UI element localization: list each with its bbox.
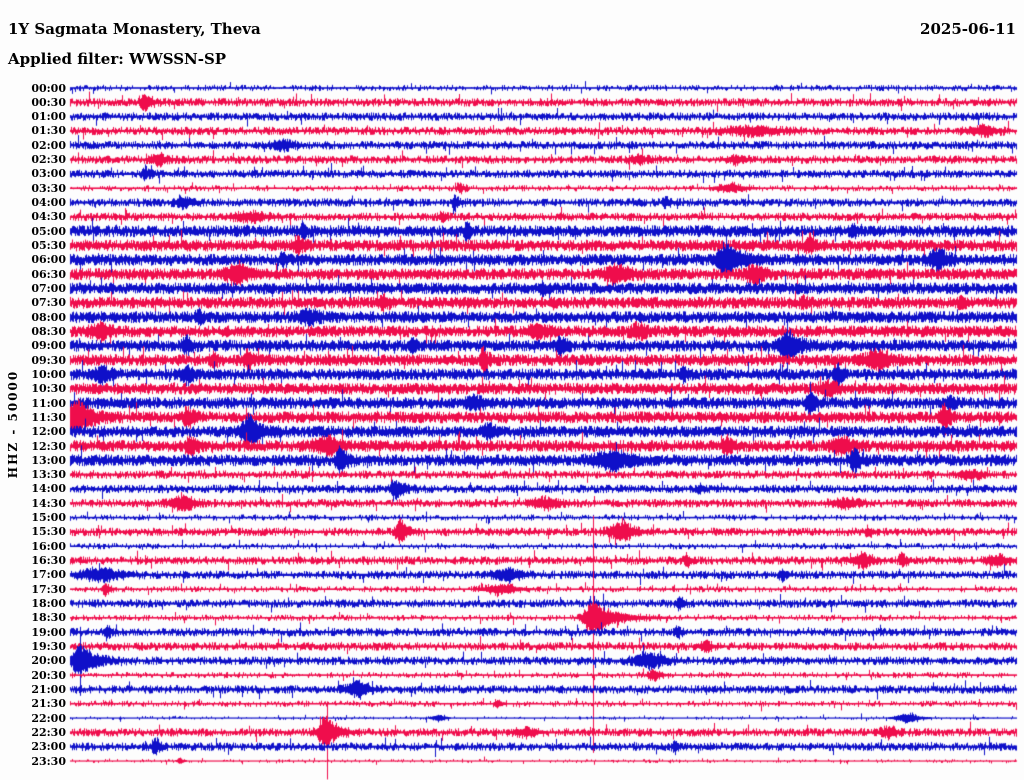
time-label: 07:00 xyxy=(31,281,66,295)
time-label: 07:30 xyxy=(31,296,66,310)
time-label: 00:30 xyxy=(31,95,66,109)
time-label: 01:30 xyxy=(31,124,66,138)
time-label: 12:00 xyxy=(31,425,66,439)
time-label: 21:30 xyxy=(31,697,66,711)
time-label: 19:00 xyxy=(31,625,66,639)
time-label: 13:00 xyxy=(31,453,66,467)
time-label: 22:30 xyxy=(31,725,66,739)
time-label: 10:00 xyxy=(31,367,66,381)
time-label: 05:00 xyxy=(31,224,66,238)
time-label: 22:00 xyxy=(31,711,66,725)
time-label: 16:30 xyxy=(31,554,66,568)
time-label: 23:00 xyxy=(31,740,66,754)
time-label: 17:00 xyxy=(31,568,66,582)
time-label: 09:00 xyxy=(31,339,66,353)
time-label: 19:30 xyxy=(31,639,66,653)
time-label: 13:30 xyxy=(31,468,66,482)
time-label: 23:30 xyxy=(31,754,66,768)
time-label: 09:30 xyxy=(31,353,66,367)
time-label: 15:30 xyxy=(31,525,66,539)
time-label: 14:30 xyxy=(31,496,66,510)
time-label: 18:30 xyxy=(31,611,66,625)
station-title: 1Y Sagmata Monastery, Theva xyxy=(8,20,261,38)
time-label: 12:30 xyxy=(31,439,66,453)
time-label: 17:30 xyxy=(31,582,66,596)
time-label: 16:00 xyxy=(31,539,66,553)
time-label: 05:30 xyxy=(31,239,66,253)
time-label: 11:00 xyxy=(31,396,66,410)
time-label: 21:00 xyxy=(31,682,66,696)
time-label: 20:00 xyxy=(31,654,66,668)
time-label: 08:00 xyxy=(31,310,66,324)
time-label: 06:00 xyxy=(31,253,66,267)
time-label: 08:30 xyxy=(31,324,66,338)
time-label: 06:30 xyxy=(31,267,66,281)
time-label: 04:00 xyxy=(31,196,66,210)
filter-label: Applied filter: WWSSN-SP xyxy=(8,50,227,68)
time-label: 15:00 xyxy=(31,511,66,525)
date-label: 2025-06-11 xyxy=(920,20,1016,38)
time-label: 02:00 xyxy=(31,138,66,152)
time-label: 04:30 xyxy=(31,210,66,224)
time-label: 14:00 xyxy=(31,482,66,496)
time-label: 03:00 xyxy=(31,167,66,181)
time-label: 02:30 xyxy=(31,153,66,167)
time-label: 18:00 xyxy=(31,597,66,611)
time-label: 00:00 xyxy=(31,81,66,95)
time-label: 03:30 xyxy=(31,181,66,195)
time-label: 11:30 xyxy=(31,410,66,424)
time-label: 20:30 xyxy=(31,668,66,682)
time-label: 10:30 xyxy=(31,382,66,396)
time-label: 01:00 xyxy=(31,110,66,124)
